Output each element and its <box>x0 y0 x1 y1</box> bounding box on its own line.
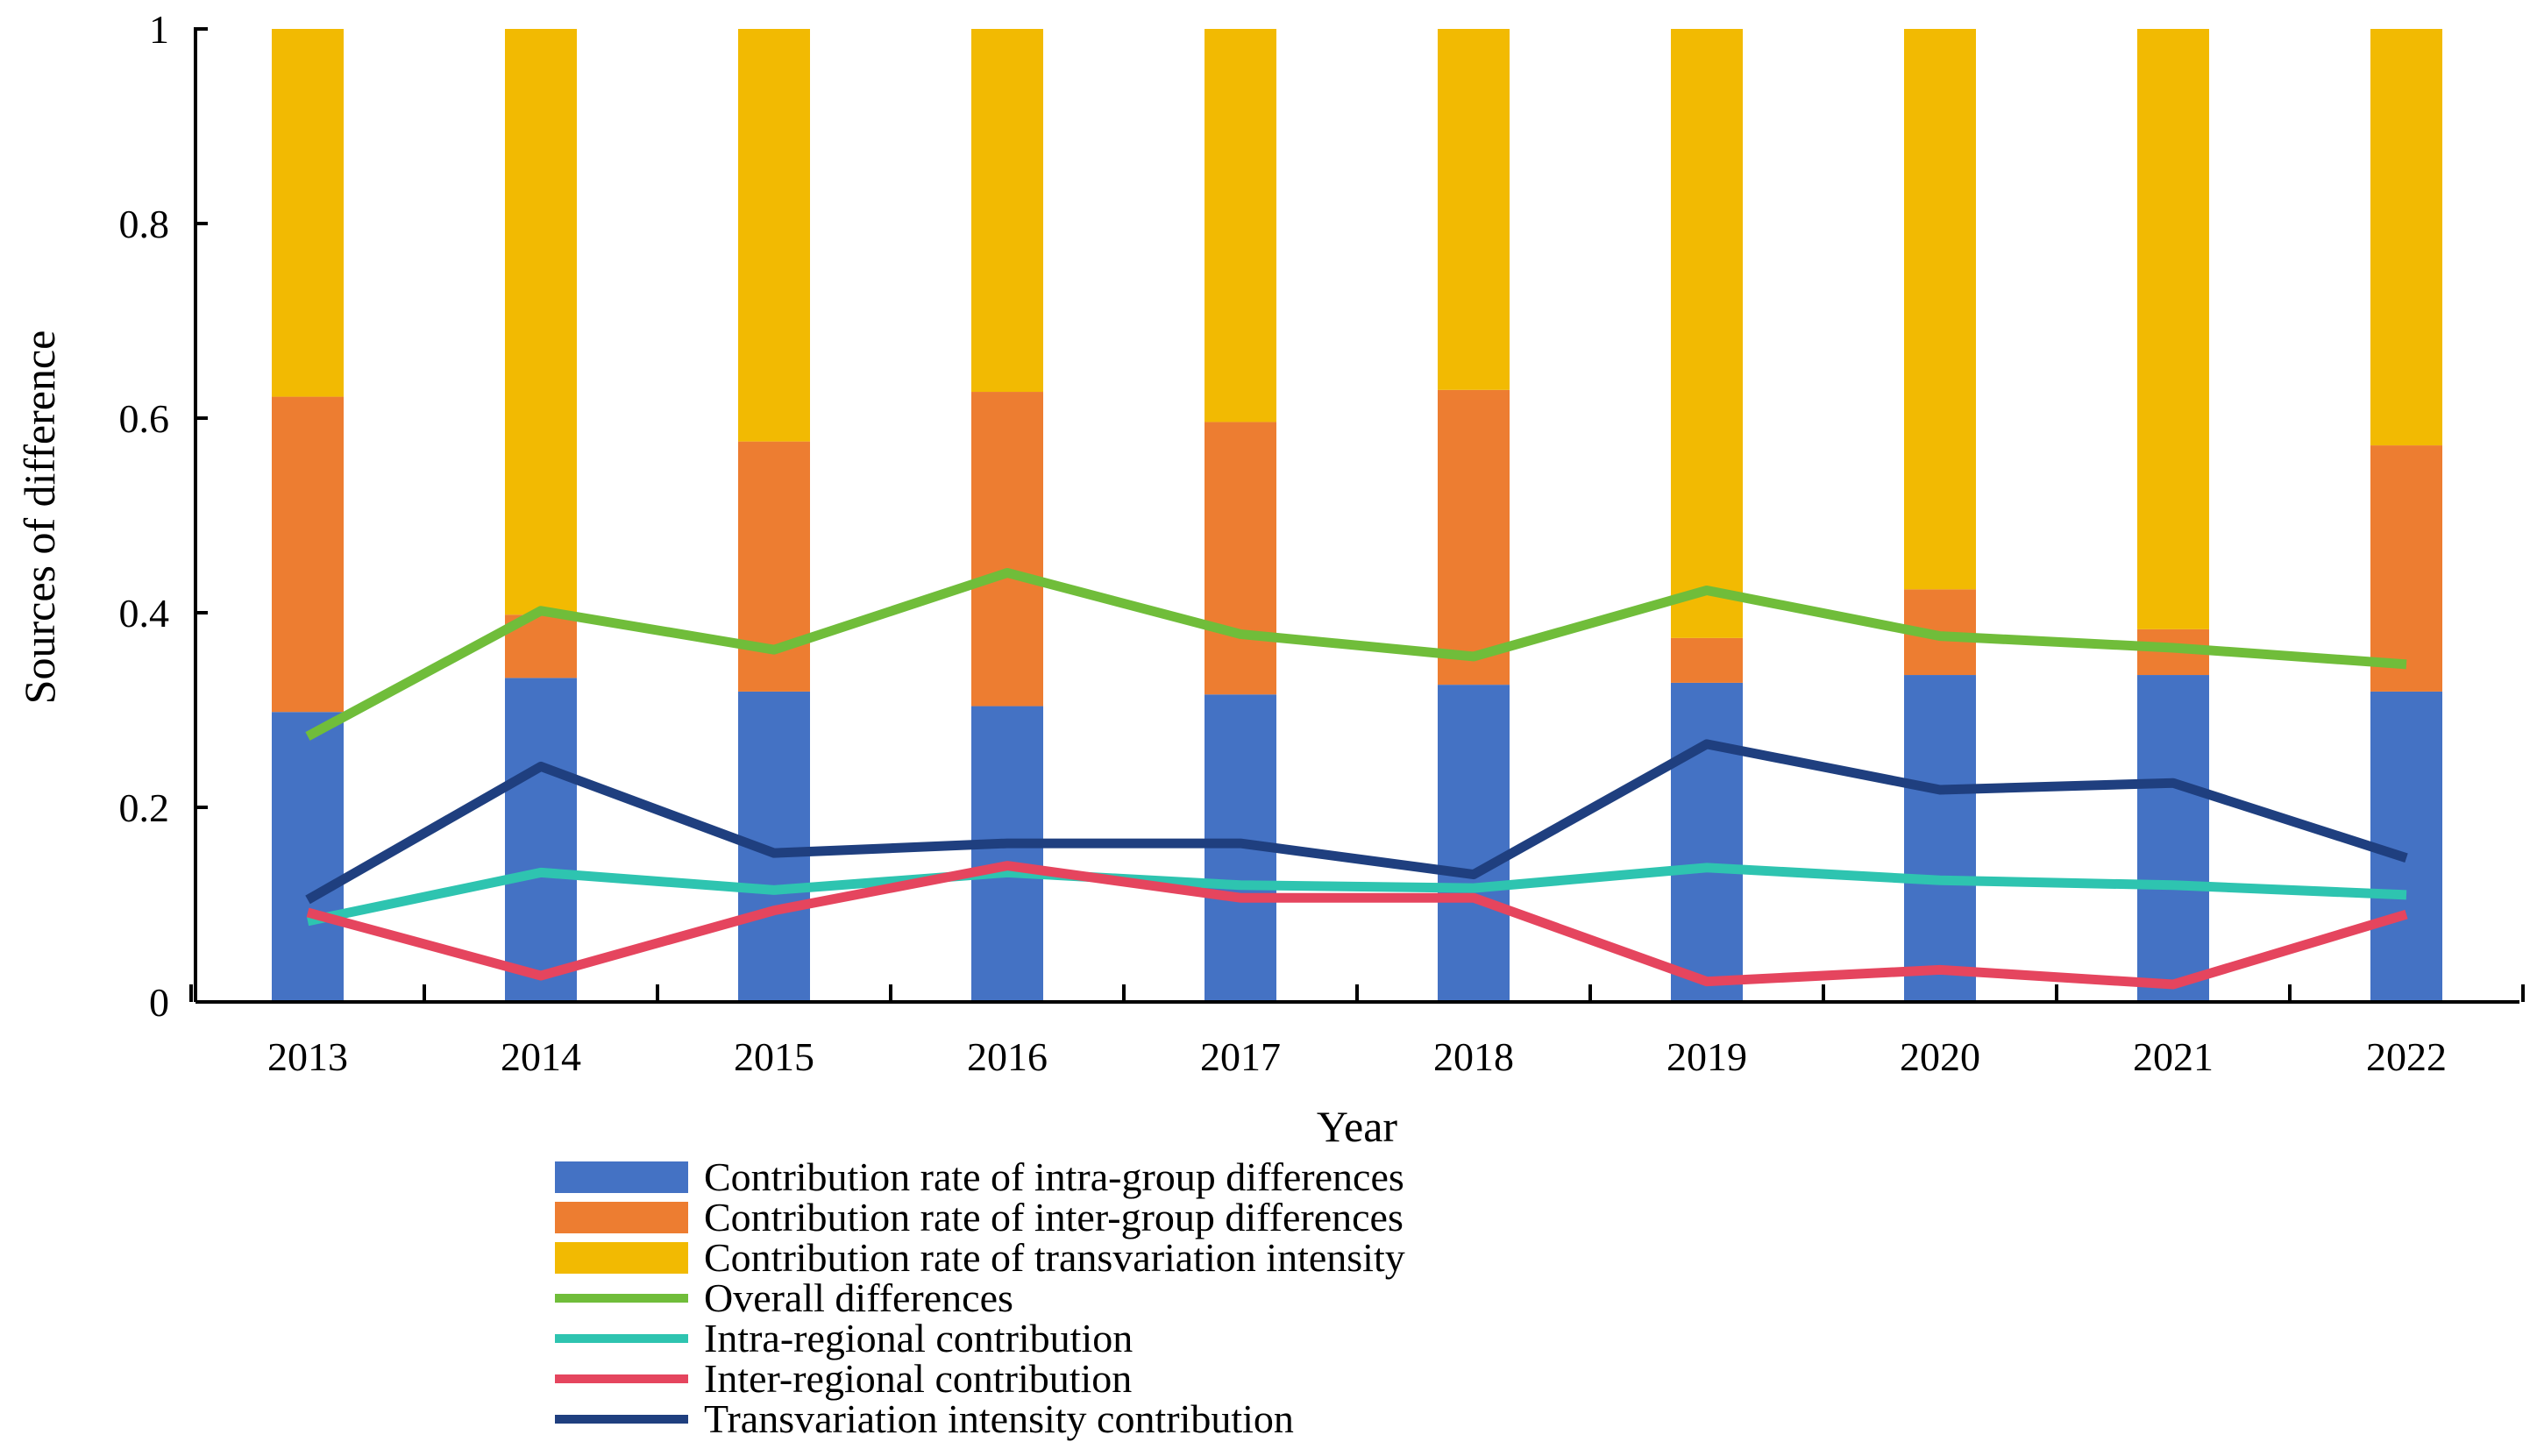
legend-label: Inter-regional contribution <box>704 1356 1132 1401</box>
bar-intra-group-2016 <box>971 706 1043 1002</box>
bar-intra-group-2020 <box>1904 675 1976 1002</box>
legend-label: Transvariation intensity contribution <box>704 1396 1294 1441</box>
legend-swatch <box>555 1242 688 1274</box>
bar-transvariation-2018 <box>1438 29 1510 390</box>
bar-transvariation-2019 <box>1671 29 1743 638</box>
x-tick-label: 2017 <box>1200 1034 1281 1079</box>
bar-intra-group-2014 <box>505 678 577 1002</box>
x-tick-label: 2019 <box>1666 1034 1747 1079</box>
bar-transvariation-2014 <box>505 29 577 615</box>
y-tick-label: 0 <box>149 980 169 1025</box>
bar-transvariation-2022 <box>2370 29 2442 446</box>
x-tick-label: 2021 <box>2133 1034 2214 1079</box>
bar-transvariation-2013 <box>272 29 344 397</box>
legend-label: Intra-regional contribution <box>704 1316 1133 1360</box>
y-tick-label: 0.2 <box>119 785 170 830</box>
legend-swatch <box>555 1202 688 1233</box>
axes-layer: 0 0.2 0.4 0.6 0.8 1 2013 2014 2015 2016 2017 2018 20… <box>119 7 2525 1079</box>
bar-transvariation-2017 <box>1205 29 1276 423</box>
x-tick-label: 2015 <box>734 1034 814 1079</box>
line-intra-regional-contribution <box>306 863 2407 927</box>
x-tick-label: 2020 <box>1900 1034 1980 1079</box>
y-tick-label: 0.4 <box>119 591 170 636</box>
y-tick-label: 0.8 <box>119 202 170 246</box>
bar-intra-group-2021 <box>2137 675 2209 1002</box>
y-axis-label: Sources of difference <box>15 330 64 705</box>
line-inter-regional-contribution <box>306 861 2408 990</box>
bar-intra-group-2019 <box>1671 682 1743 1002</box>
line-overall-differences <box>305 567 2407 741</box>
legend-swatch <box>555 1161 688 1193</box>
x-tick-label: 2018 <box>1433 1034 1514 1079</box>
y-tick-label: 0.6 <box>119 396 170 441</box>
bar-inter-group-2017 <box>1205 422 1276 695</box>
x-tick-label: 2014 <box>501 1034 581 1079</box>
bar-transvariation-2020 <box>1904 29 1976 590</box>
bar-intra-group-2018 <box>1438 685 1510 1002</box>
legend-label: Overall differences <box>704 1275 1013 1320</box>
x-tick-label: 2022 <box>2366 1034 2447 1079</box>
lines-layer <box>305 567 2408 990</box>
legend: Contribution rate of intra-group differe… <box>555 1154 1405 1441</box>
bar-transvariation-2021 <box>2137 29 2209 629</box>
bar-transvariation-2015 <box>738 29 810 442</box>
y-tick-label: 1 <box>149 7 169 52</box>
legend-label: Contribution rate of intra-group differe… <box>704 1154 1404 1199</box>
bar-inter-group-2013 <box>272 396 344 713</box>
bar-intra-group-2013 <box>272 712 344 1002</box>
bar-inter-group-2018 <box>1438 389 1510 685</box>
x-tick-label: 2013 <box>267 1034 348 1079</box>
line-transvariation-intensity-contribution <box>305 739 2408 905</box>
x-axis-label: Year <box>1317 1102 1397 1151</box>
x-tick-label: 2016 <box>967 1034 1048 1079</box>
bar-inter-group-2022 <box>2370 445 2442 692</box>
bar-transvariation-2016 <box>971 29 1043 393</box>
bar-inter-group-2016 <box>971 392 1043 707</box>
bar-inter-group-2019 <box>1671 637 1743 683</box>
legend-label: Contribution rate of inter-group differe… <box>704 1195 1404 1239</box>
legend-label: Contribution rate of transvariation inte… <box>704 1235 1405 1280</box>
